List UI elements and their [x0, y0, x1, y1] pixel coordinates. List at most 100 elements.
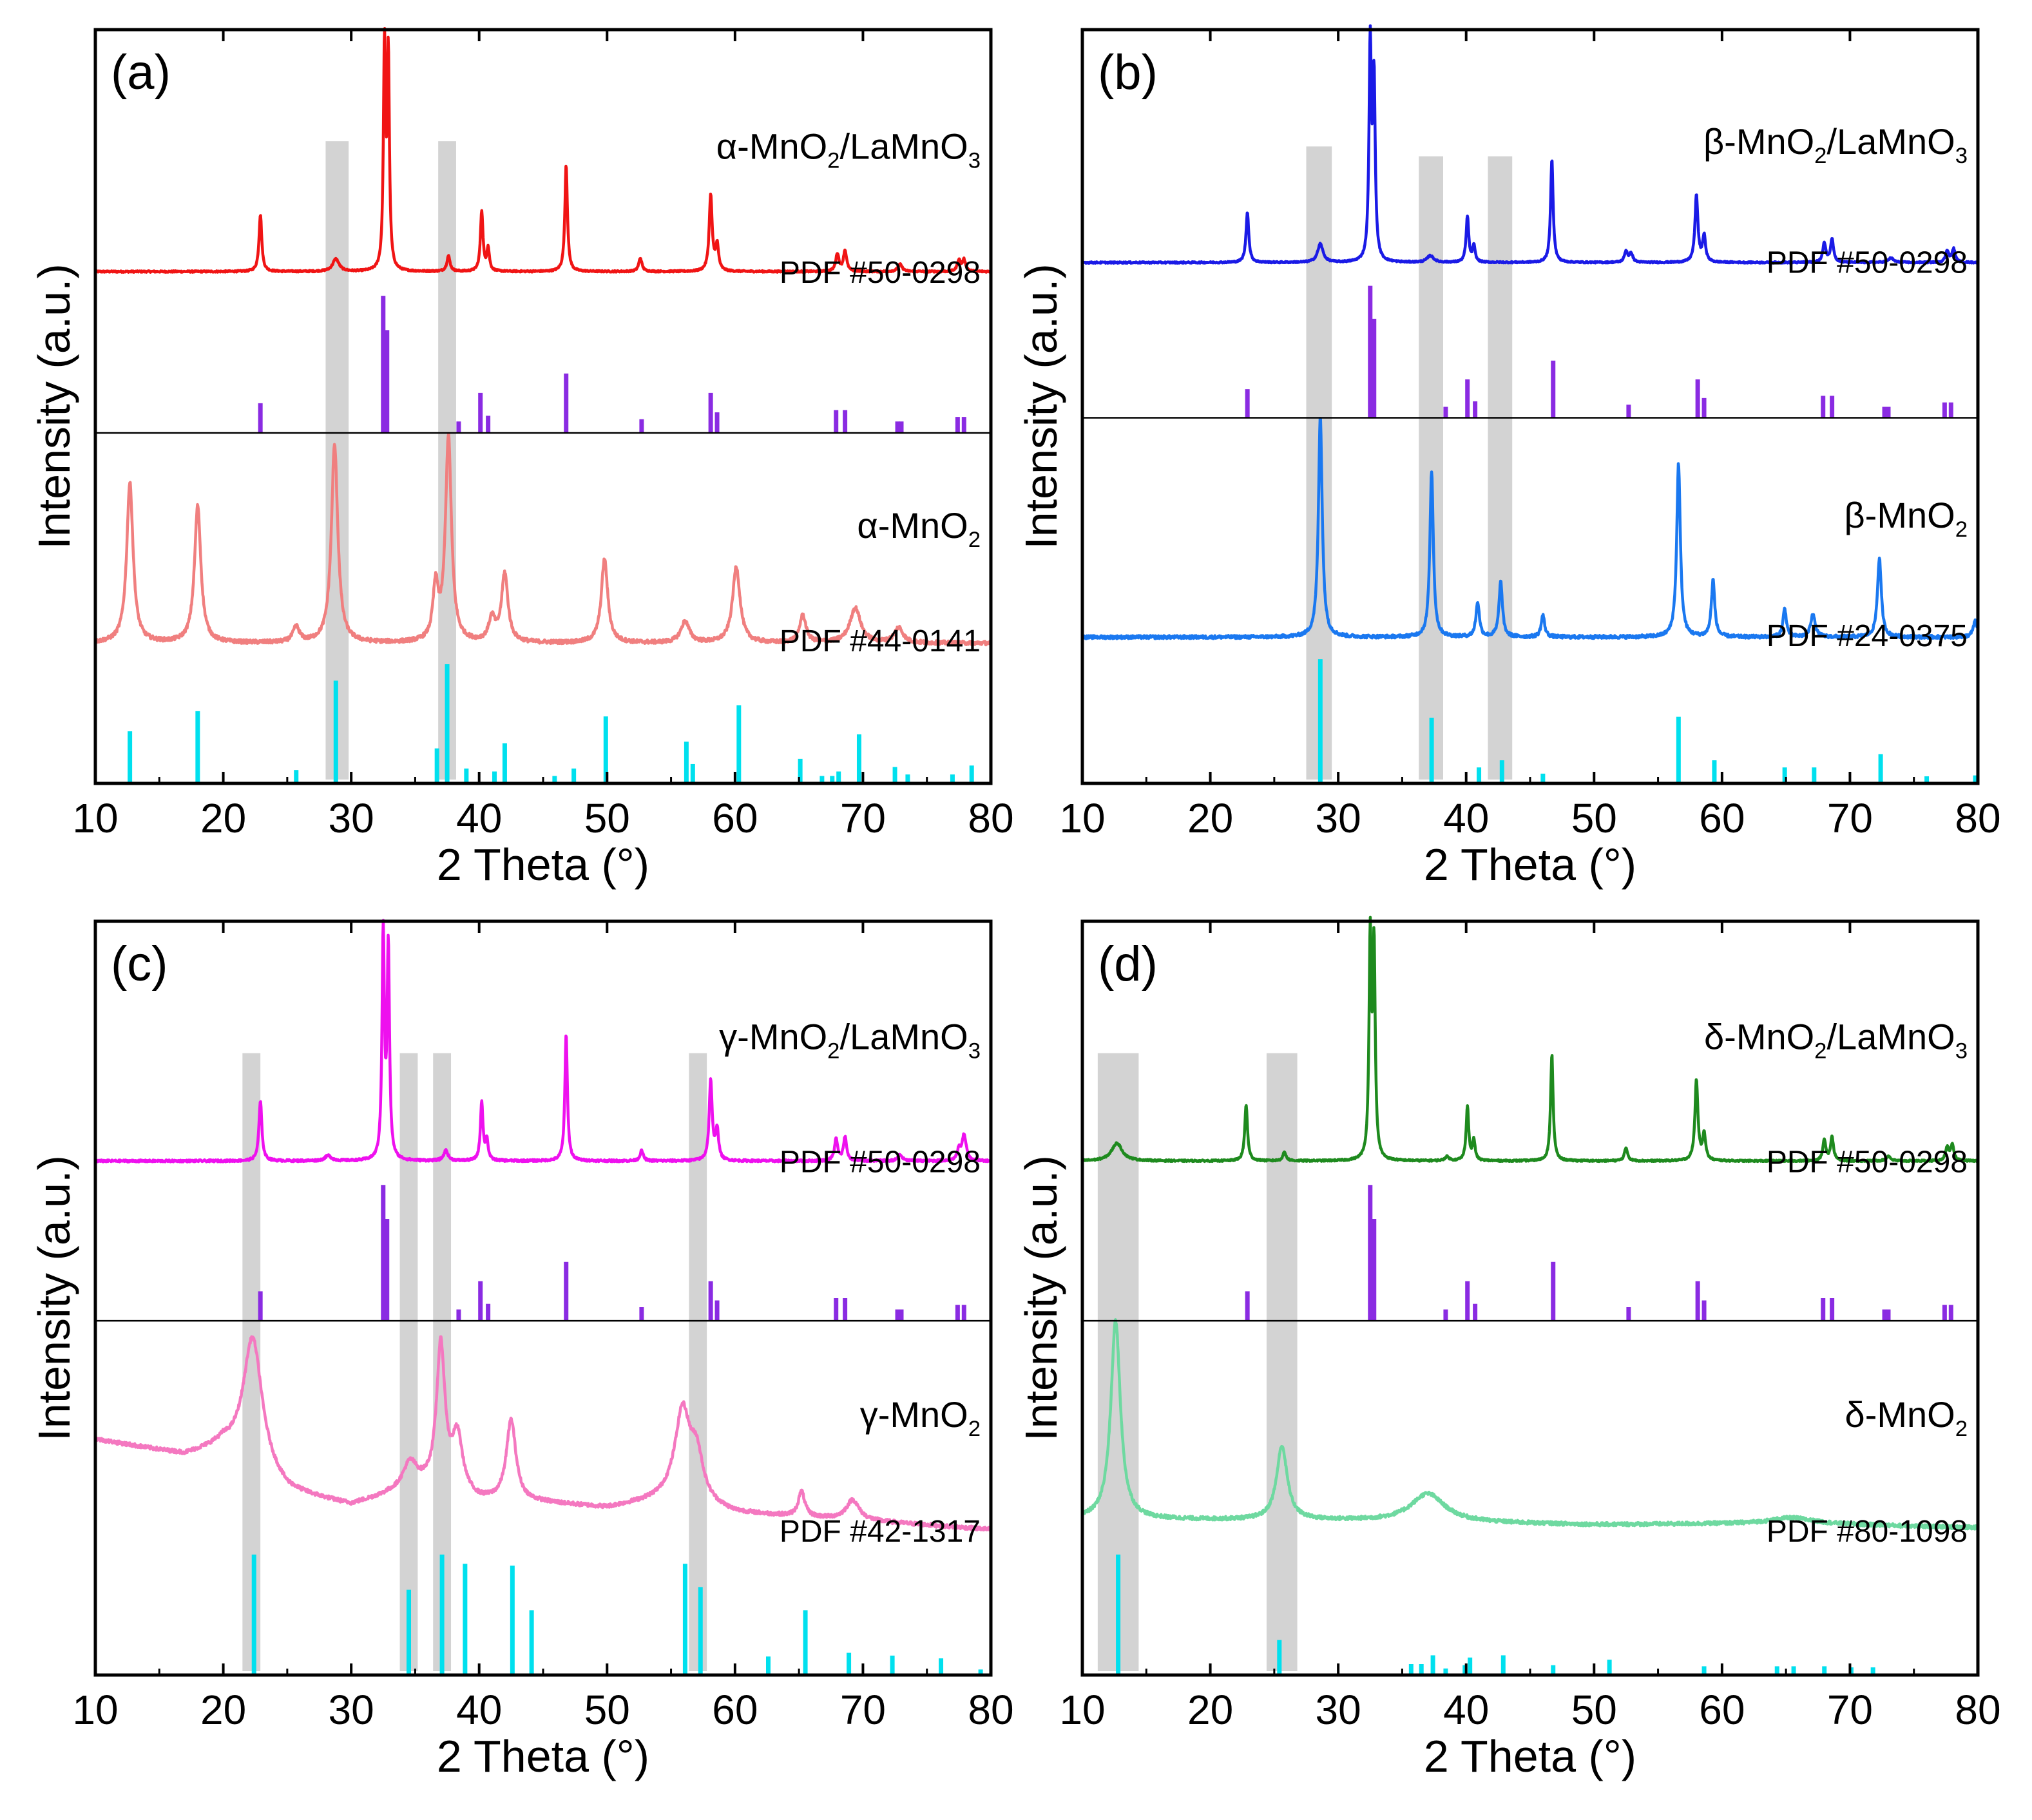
label-subscript: 3 — [1955, 144, 1968, 168]
x-tick-label: 80 — [968, 795, 1013, 841]
x-tick-label: 10 — [72, 795, 118, 841]
x-tick-label: 60 — [1699, 795, 1745, 841]
top-sample-label: α-MnO2/LaMnO3 — [716, 126, 981, 173]
top-sample-trace — [1081, 24, 1980, 265]
label-subscript: 2 — [968, 528, 981, 552]
x-axis-label: 2 Theta (°) — [437, 839, 649, 890]
x-tick-label: 80 — [1955, 795, 2000, 841]
label-subscript: 2 — [1955, 1417, 1968, 1441]
x-tick-label: 10 — [1059, 795, 1105, 841]
top-reference-label: PDF #50-0298 — [1767, 246, 1968, 280]
x-tick-label: 60 — [1699, 1687, 1745, 1733]
label-part: /LaMnO — [1826, 1016, 1955, 1057]
y-axis-label: Intensity (a.u.) — [29, 263, 79, 550]
x-tick-label: 70 — [840, 795, 886, 841]
x-tick-label: 50 — [1571, 1687, 1617, 1733]
label-subscript: 3 — [1955, 1039, 1968, 1063]
x-axis-label: 2 Theta (°) — [437, 1731, 649, 1781]
highlight-band — [689, 1053, 707, 1671]
x-tick-label: 20 — [1187, 795, 1233, 841]
label-part: /LaMnO — [839, 126, 968, 166]
label-part: α-MnO — [857, 505, 968, 546]
x-tick-label: 40 — [1443, 1687, 1489, 1733]
x-tick-label: 50 — [584, 1687, 630, 1733]
label-subscript: 3 — [968, 1039, 981, 1063]
label-part: γ-MnO — [860, 1394, 968, 1435]
top-sample-label: γ-MnO2/LaMnO3 — [719, 1016, 981, 1063]
x-tick-label: 10 — [72, 1687, 118, 1733]
x-tick-label: 20 — [1187, 1687, 1233, 1733]
top-sample-trace — [1081, 915, 1979, 1164]
bottom-sample-trace — [94, 432, 993, 647]
label-subscript: 3 — [968, 148, 981, 173]
label-part: β-MnO — [1844, 495, 1955, 535]
highlight-band — [399, 1053, 418, 1671]
top-sample-label: β-MnO2/LaMnO3 — [1703, 121, 1968, 168]
x-tick-label: 30 — [329, 795, 374, 841]
bottom-reference-label: PDF #42-1317 — [780, 1515, 981, 1549]
bottom-sample-trace — [94, 1335, 992, 1532]
label-part: γ-MnO — [719, 1016, 827, 1057]
x-tick-label: 50 — [1571, 795, 1617, 841]
label-subscript: 2 — [827, 148, 839, 173]
x-axis-label: 2 Theta (°) — [1424, 1731, 1636, 1781]
y-axis-label: Intensity (a.u.) — [29, 1155, 79, 1441]
x-tick-label: 30 — [1316, 1687, 1361, 1733]
label-subscript: 2 — [1814, 1039, 1826, 1063]
label-subscript: 2 — [1814, 144, 1826, 168]
x-tick-label: 40 — [456, 795, 502, 841]
x-tick-label: 30 — [329, 1687, 374, 1733]
bottom-sample-label: γ-MnO2 — [860, 1394, 981, 1441]
bottom-reference-label: PDF #24-0375 — [1767, 619, 1968, 653]
label-part: δ-MnO — [1704, 1016, 1814, 1057]
bottom-sample-label: δ-MnO2 — [1845, 1394, 1968, 1441]
x-tick-label: 20 — [200, 1687, 246, 1733]
bottom-reference-label: PDF #80-1098 — [1767, 1515, 1968, 1549]
bottom-sample-label: β-MnO2 — [1844, 495, 1968, 542]
bottom-reference-label: PDF #44-0141 — [780, 624, 981, 658]
x-tick-label: 60 — [712, 795, 758, 841]
y-axis-label: Intensity (a.u.) — [1016, 263, 1066, 550]
panel-label: (b) — [1098, 45, 1158, 100]
x-tick-label: 40 — [1443, 795, 1489, 841]
label-subscript: 2 — [968, 1417, 981, 1441]
label-subscript: 2 — [1955, 517, 1968, 542]
label-part: δ-MnO — [1845, 1394, 1955, 1435]
x-tick-label: 50 — [584, 795, 630, 841]
top-sample-trace — [94, 27, 992, 274]
x-tick-label: 70 — [1827, 795, 1873, 841]
panel-label: (a) — [111, 45, 171, 100]
label-part: β-MnO — [1703, 121, 1814, 162]
x-tick-label: 60 — [712, 1687, 758, 1733]
panel-label: (d) — [1098, 937, 1158, 991]
y-axis-label: Intensity (a.u.) — [1016, 1155, 1066, 1441]
label-part: α-MnO — [716, 126, 827, 166]
x-axis-label: 2 Theta (°) — [1424, 839, 1636, 890]
top-sample-trace — [94, 919, 992, 1164]
x-tick-label: 80 — [968, 1687, 1013, 1733]
highlight-band — [1266, 1053, 1298, 1671]
x-tick-label: 30 — [1316, 795, 1361, 841]
x-tick-label: 40 — [456, 1687, 502, 1733]
bottom-sample-label: α-MnO2 — [857, 505, 981, 552]
x-tick-label: 20 — [200, 795, 246, 841]
x-tick-label: 70 — [840, 1687, 886, 1733]
bottom-sample-trace — [1080, 1318, 1979, 1531]
highlight-band — [1488, 156, 1513, 780]
label-part: /LaMnO — [1826, 121, 1955, 162]
top-reference-label: PDF #50-0298 — [780, 1145, 981, 1179]
x-tick-label: 80 — [1955, 1687, 2000, 1733]
label-subscript: 2 — [827, 1039, 839, 1063]
bottom-sample-trace — [1080, 417, 1980, 640]
x-tick-label: 10 — [1059, 1687, 1105, 1733]
top-reference-label: PDF #50-0298 — [780, 256, 981, 290]
top-reference-label: PDF #50-0298 — [1767, 1145, 1968, 1179]
label-part: /LaMnO — [839, 1016, 968, 1057]
highlight-band — [1419, 156, 1443, 780]
panel-label: (c) — [111, 937, 168, 991]
